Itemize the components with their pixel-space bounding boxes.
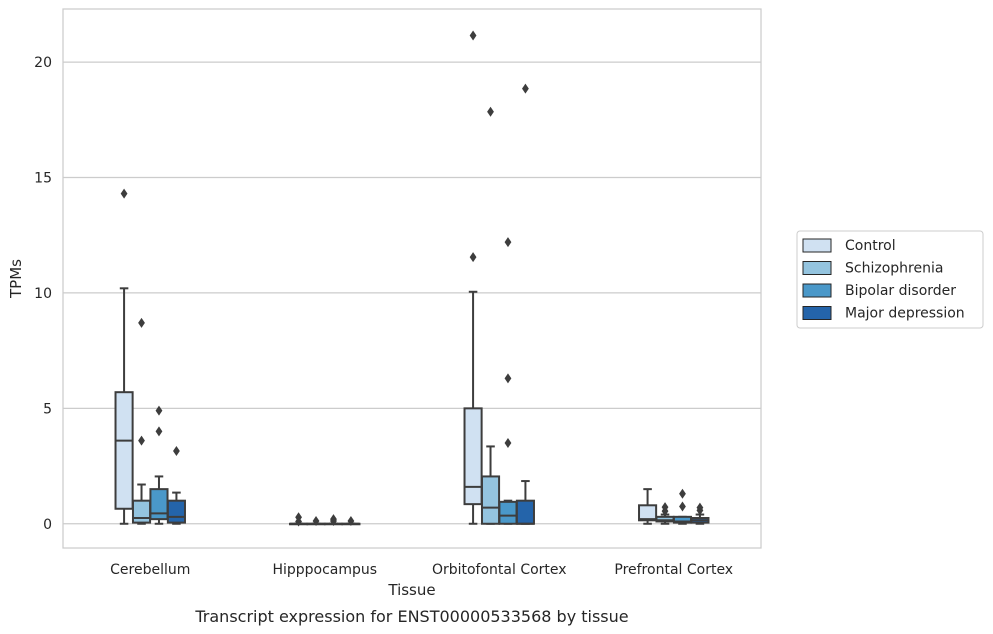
box-body xyxy=(480,475,501,525)
outlier-point xyxy=(504,373,512,384)
figure-caption: Transcript expression for ENST0000053356… xyxy=(194,607,628,626)
box xyxy=(131,317,152,525)
box xyxy=(149,405,169,525)
outlier-point xyxy=(330,515,337,526)
box-body xyxy=(114,391,134,510)
box xyxy=(480,106,501,525)
y-tick-label: 10 xyxy=(34,286,52,302)
outlier-point xyxy=(661,502,669,513)
box xyxy=(672,488,693,525)
y-axis-ticks: 0 5 10 15 20 xyxy=(34,55,52,533)
plot-area-frame xyxy=(62,8,762,549)
x-tick-label: Hipppocampus xyxy=(272,562,377,578)
x-axis-label: Tissue xyxy=(387,581,435,599)
outlier-point xyxy=(469,252,477,263)
legend-label: Major depression xyxy=(845,306,965,322)
box xyxy=(114,188,134,525)
legend-swatch xyxy=(802,306,832,320)
box xyxy=(323,514,344,526)
x-tick-label: Orbitofontal Cortex xyxy=(432,562,567,578)
series-major-depression xyxy=(166,83,710,526)
box-body xyxy=(638,504,658,522)
outlier-point xyxy=(138,317,145,328)
box-body xyxy=(131,499,152,524)
legend-swatch xyxy=(802,238,832,253)
outlier-point xyxy=(138,435,145,446)
outlier-point xyxy=(312,515,320,526)
outlier-point xyxy=(155,405,163,416)
box xyxy=(463,30,483,525)
outlier-point xyxy=(173,446,180,457)
box xyxy=(515,83,535,525)
legend-frame xyxy=(796,230,984,329)
outlier-point xyxy=(487,106,494,117)
box-body xyxy=(149,488,169,521)
outlier-point xyxy=(679,488,686,499)
outlier-point xyxy=(155,426,163,437)
series-schizophrenia xyxy=(131,106,675,526)
box-body xyxy=(498,500,518,525)
legend-label: Schizophrenia xyxy=(845,261,943,277)
box-body xyxy=(166,499,186,524)
outlier-point xyxy=(120,188,128,199)
outlier-point xyxy=(504,237,512,248)
box xyxy=(638,488,658,525)
box-body xyxy=(515,499,535,525)
y-tick-label: 20 xyxy=(34,55,52,71)
y-tick-label: 15 xyxy=(34,171,52,187)
box xyxy=(306,515,326,526)
x-tick-label: Cerebellum xyxy=(110,562,190,578)
legend-swatch xyxy=(802,283,832,298)
outlier-point xyxy=(504,437,512,448)
x-axis-ticks: Cerebellum Hipppocampus Orbitofontal Corte… xyxy=(110,562,733,578)
series-bipolar-disorder xyxy=(149,237,693,526)
legend: Control Schizophrenia Bipolar disorder Majo… xyxy=(796,230,984,329)
outlier-point xyxy=(522,83,529,94)
outlier-point xyxy=(469,30,477,41)
y-axis-label: TPMs xyxy=(7,259,25,299)
box-series xyxy=(114,30,710,527)
legend-label: Control xyxy=(845,238,896,254)
box xyxy=(655,502,675,525)
y-tick-label: 5 xyxy=(43,401,52,417)
outlier-point xyxy=(679,501,686,512)
box xyxy=(289,512,309,527)
outlier-point xyxy=(295,516,302,527)
box-body xyxy=(463,407,483,506)
box xyxy=(498,237,518,525)
series-control xyxy=(114,30,658,527)
grid-lines xyxy=(63,61,761,525)
x-tick-label: Prefrontal Cortex xyxy=(614,562,733,578)
legend-label: Bipolar disorder xyxy=(845,283,956,299)
box xyxy=(166,446,186,525)
legend-swatch xyxy=(802,261,832,275)
box xyxy=(690,502,710,525)
y-tick-label: 0 xyxy=(43,517,52,533)
outlier-point xyxy=(696,502,704,513)
box xyxy=(341,515,361,526)
outlier-point xyxy=(347,515,355,526)
